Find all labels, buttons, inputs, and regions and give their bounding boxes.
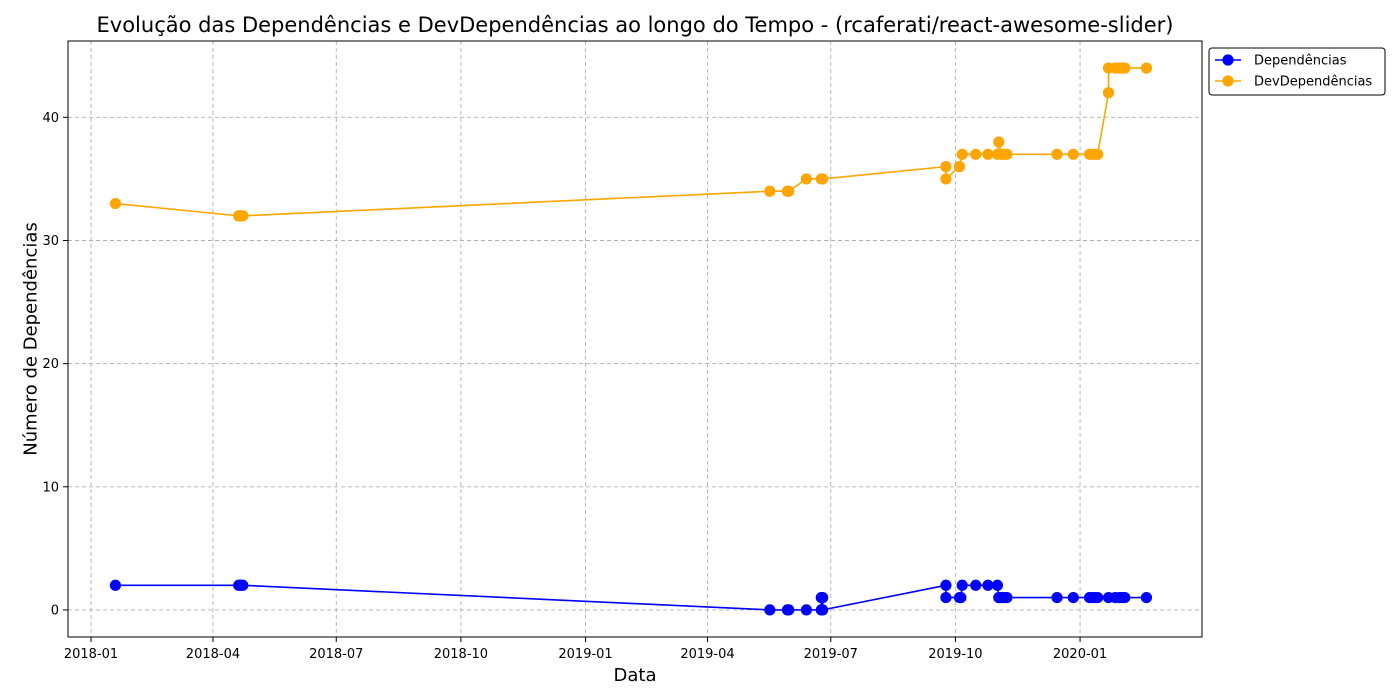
legend-marker-1 xyxy=(1222,54,1233,65)
data-point xyxy=(1068,149,1079,160)
legend-label-2: DevDependências xyxy=(1254,75,1372,90)
x-tick-label: 2019-04 xyxy=(680,647,734,662)
data-point xyxy=(1001,149,1012,160)
legend-marker-2 xyxy=(1222,75,1233,86)
data-point xyxy=(764,186,775,197)
x-tick-label: 2018-01 xyxy=(64,647,118,662)
y-tick-label: 30 xyxy=(42,234,59,249)
data-point xyxy=(993,136,1004,147)
data-point xyxy=(940,173,951,184)
y-tick-label: 10 xyxy=(42,480,59,495)
data-point xyxy=(817,604,828,615)
data-point xyxy=(1051,149,1062,160)
data-point xyxy=(970,149,981,160)
data-point xyxy=(110,198,121,209)
data-point xyxy=(783,604,794,615)
x-tick-label: 2018-10 xyxy=(434,647,488,662)
data-point xyxy=(1103,87,1114,98)
data-point xyxy=(940,580,951,591)
data-point xyxy=(940,592,951,603)
x-tick-label: 2020-01 xyxy=(1053,647,1107,662)
x-tick-label: 2018-04 xyxy=(186,647,240,662)
data-point xyxy=(1068,592,1079,603)
x-tick-label: 2018-07 xyxy=(309,647,363,662)
data-point xyxy=(1092,592,1103,603)
data-point xyxy=(940,161,951,172)
data-point xyxy=(1119,592,1130,603)
x-tick-label: 2019-01 xyxy=(558,647,612,662)
y-axis-title: Número de Dependências xyxy=(20,222,41,456)
y-tick-label: 20 xyxy=(42,357,59,372)
data-point xyxy=(237,210,248,221)
data-point xyxy=(1051,592,1062,603)
data-point xyxy=(110,580,121,591)
x-tick-label: 2019-07 xyxy=(804,647,858,662)
y-tick-label: 0 xyxy=(51,603,59,618)
data-point xyxy=(1141,592,1152,603)
data-point xyxy=(970,580,981,591)
data-point xyxy=(817,592,828,603)
data-point xyxy=(957,580,968,591)
legend: Dependências DevDependências xyxy=(1209,48,1385,95)
data-point xyxy=(955,592,966,603)
x-axis-title: Data xyxy=(614,665,657,686)
data-point xyxy=(1001,592,1012,603)
y-tick-label: 40 xyxy=(42,111,59,126)
legend-label-1: Dependências xyxy=(1254,54,1347,69)
data-point xyxy=(1092,149,1103,160)
data-point xyxy=(992,580,1003,591)
data-point xyxy=(801,604,812,615)
data-point xyxy=(954,161,965,172)
chart-title: Evolução das Dependências e DevDependênc… xyxy=(97,13,1174,37)
data-point xyxy=(1141,62,1152,73)
data-point xyxy=(783,186,794,197)
data-point xyxy=(764,604,775,615)
x-tick-label: 2019-10 xyxy=(928,647,982,662)
data-point xyxy=(237,580,248,591)
data-point xyxy=(801,173,812,184)
data-point xyxy=(957,149,968,160)
data-point xyxy=(817,173,828,184)
data-point xyxy=(1119,62,1130,73)
